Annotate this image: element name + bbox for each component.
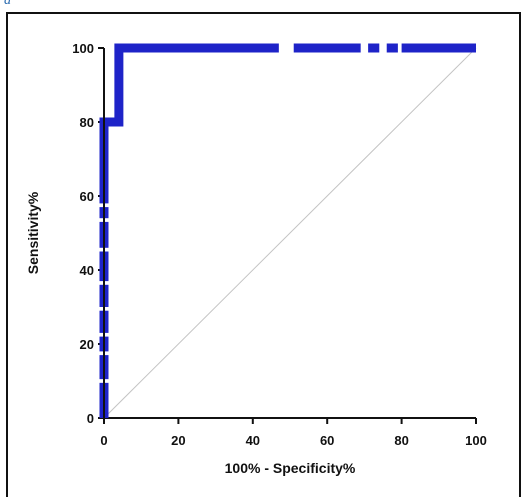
series-layer bbox=[98, 42, 476, 418]
x-tick-label: 40 bbox=[246, 433, 260, 448]
reference-diagonal-line bbox=[103, 47, 477, 419]
x-tick-label: 80 bbox=[394, 433, 408, 448]
reference-layer bbox=[103, 47, 477, 419]
tick-labels: 0 20 40 60 80 100 0 20 40 60 80 100 bbox=[72, 41, 487, 448]
y-tick-label: 20 bbox=[80, 337, 94, 352]
panel-label: a bbox=[4, 0, 11, 8]
roc-curve-gap bbox=[379, 42, 387, 54]
roc-chart: 0 20 40 60 80 100 0 20 40 60 80 100 100% - Specific… bbox=[25, 41, 487, 476]
y-tick-label: 80 bbox=[80, 115, 94, 130]
y-tick-label: 100 bbox=[72, 41, 94, 56]
y-tick-label: 60 bbox=[80, 189, 94, 204]
x-tick-label: 100 bbox=[465, 433, 487, 448]
y-tick-label: 40 bbox=[80, 263, 94, 278]
x-tick-label: 60 bbox=[320, 433, 334, 448]
x-axis-title: 100% - Specificity% bbox=[225, 460, 356, 476]
roc-curve-gap bbox=[360, 42, 369, 54]
x-tick-label: 0 bbox=[100, 433, 107, 448]
x-tick-label: 20 bbox=[171, 433, 185, 448]
y-axis-title: Sensitivity% bbox=[25, 191, 41, 274]
roc-curve-gap bbox=[278, 42, 294, 54]
roc-curve-gap bbox=[397, 42, 402, 54]
y-tick-label: 0 bbox=[87, 411, 94, 426]
chart-panel: 0 20 40 60 80 100 0 20 40 60 80 100 100% - Specific… bbox=[6, 12, 521, 497]
